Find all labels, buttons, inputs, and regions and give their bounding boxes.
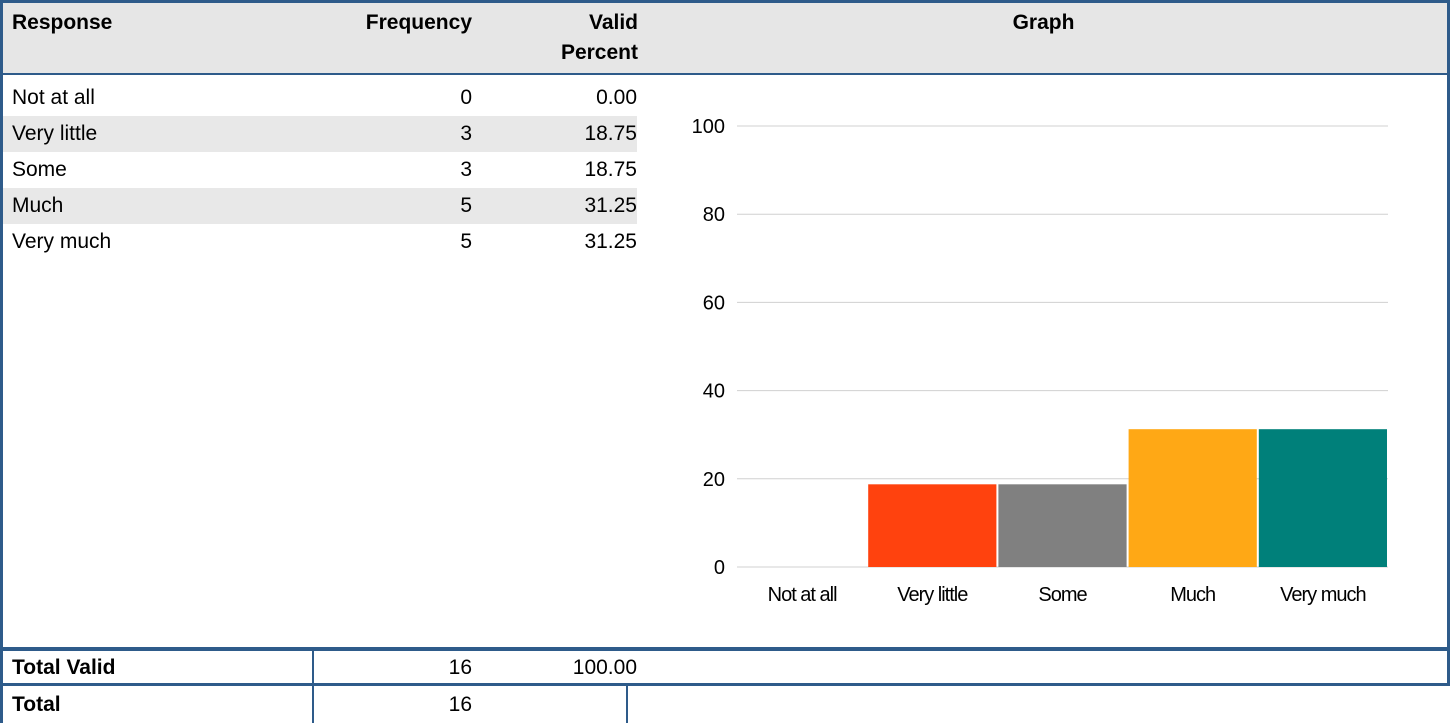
percent-cell: 0.00 — [596, 86, 637, 109]
total-value: 100.00 — [572, 656, 637, 679]
frequency-cell: 5 — [460, 230, 472, 253]
y-tick-label: 100 — [692, 116, 725, 138]
percent-cell: 31.25 — [584, 230, 637, 253]
percent-cell: 18.75 — [584, 122, 637, 145]
row-stripe — [3, 188, 637, 224]
response-cell: Much — [12, 194, 64, 217]
total-label: Total — [12, 693, 61, 716]
response-cell: Very little — [12, 122, 98, 145]
header-cell: Frequency — [365, 11, 472, 34]
header-cell: Response — [12, 11, 113, 34]
bar — [868, 484, 997, 567]
y-tick-label: 40 — [703, 381, 725, 403]
frequency-cell: 3 — [460, 122, 472, 145]
y-tick-label: 20 — [703, 469, 725, 491]
bar — [1258, 429, 1387, 567]
bar — [1128, 429, 1257, 567]
header-row — [3, 3, 1447, 75]
total-row — [0, 686, 628, 723]
percent-cell: 31.25 — [584, 194, 637, 217]
frequency-cell: 5 — [460, 194, 472, 217]
row-stripe — [3, 116, 637, 152]
x-tick-label: Not at all — [768, 584, 837, 606]
chart: 0 20 40 60 80 100 Not at all Very little Some Muc… — [692, 116, 1388, 606]
y-tick-label: 80 — [703, 204, 725, 226]
response-cell: Very much — [12, 230, 112, 253]
total-valid-row — [0, 648, 1450, 686]
x-tick-label: Very little — [897, 584, 968, 606]
total-value: 16 — [448, 656, 472, 679]
total-label: Total Valid — [12, 656, 116, 679]
response-cell: Some — [12, 158, 67, 181]
frequency-cell: 3 — [460, 158, 472, 181]
cell-divider — [312, 650, 314, 723]
x-tick-label: Some — [1038, 584, 1087, 606]
frequency-cell: 0 — [460, 86, 472, 109]
x-tick-label: Very much — [1280, 584, 1365, 606]
y-tick-label: 0 — [714, 557, 725, 579]
x-tick-label: Much — [1170, 584, 1215, 606]
percent-cell: 18.75 — [584, 158, 637, 181]
header-cell: Graph — [1012, 11, 1075, 34]
y-tick-label: 60 — [703, 292, 725, 314]
bar — [998, 484, 1127, 567]
total-value: 16 — [448, 693, 472, 716]
header-cell: Valid Percent — [560, 11, 638, 64]
response-cell: Not at all — [12, 86, 95, 109]
